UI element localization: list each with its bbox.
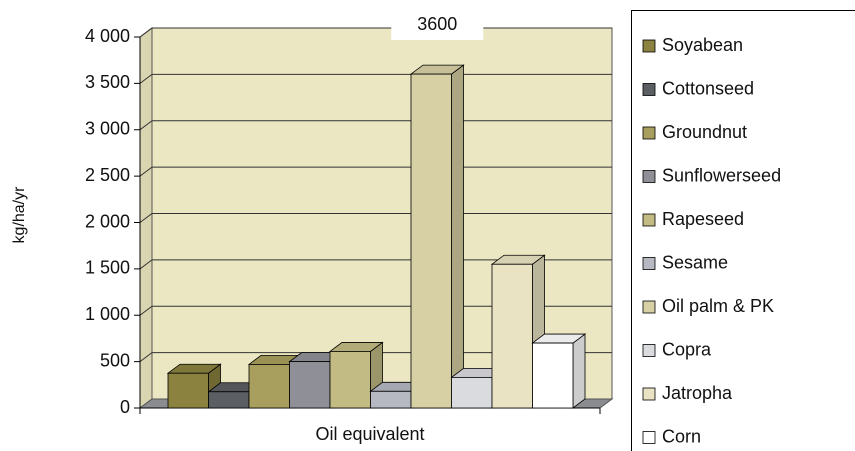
bar xyxy=(410,73,452,409)
legend-swatch xyxy=(642,257,656,270)
bar xyxy=(289,361,331,409)
y-tick-label: 2 000 xyxy=(85,211,130,231)
bar xyxy=(491,263,533,409)
y-tick-label: 0 xyxy=(120,397,130,417)
legend-swatch xyxy=(642,39,656,53)
y-tick-label: 500 xyxy=(100,350,130,370)
bar-side xyxy=(451,64,464,409)
bar xyxy=(167,372,209,409)
legend-label: Rapeseed xyxy=(662,209,744,229)
legend-label: Sunflowerseed xyxy=(662,165,781,185)
legend-swatch xyxy=(642,431,656,444)
legend-label: Cottonseed xyxy=(662,78,754,98)
legend-swatch xyxy=(642,344,656,357)
legend-label: Jatropha xyxy=(662,383,733,403)
legend-swatch xyxy=(642,213,656,227)
legend-swatch xyxy=(642,300,656,314)
bar xyxy=(370,390,412,409)
x-tick-label: Oil equivalent xyxy=(315,424,424,444)
y-tick-label: 3 000 xyxy=(85,119,130,139)
legend-swatch xyxy=(642,126,656,140)
y-tick-label: 2 500 xyxy=(85,165,130,185)
legend-label: Oil palm & PK xyxy=(662,296,774,316)
value-label-box xyxy=(391,10,484,40)
legend-label: Copra xyxy=(662,339,712,359)
legend-swatch xyxy=(642,387,656,401)
legend-swatch xyxy=(642,170,656,183)
y-tick-label: 4 000 xyxy=(85,26,130,46)
y-tick-label: 1 000 xyxy=(85,304,130,324)
bar-side xyxy=(572,333,586,409)
legend-box xyxy=(631,10,855,451)
bar xyxy=(329,351,371,409)
bar xyxy=(248,364,290,409)
y-tick-label: 1 500 xyxy=(85,258,130,278)
y-tick-label: 3 500 xyxy=(85,72,130,92)
value-label: 3600 xyxy=(417,14,457,34)
bar xyxy=(208,391,250,409)
bar xyxy=(451,376,493,409)
legend-label: Soyabean xyxy=(662,35,743,55)
legend-label: Corn xyxy=(662,426,701,446)
legend-label: Sesame xyxy=(662,252,728,272)
legend-label: Groundnut xyxy=(662,122,747,142)
y-axis-label: kg/ha/yr xyxy=(11,186,28,244)
legend-swatch xyxy=(642,83,656,96)
bar xyxy=(532,342,574,409)
